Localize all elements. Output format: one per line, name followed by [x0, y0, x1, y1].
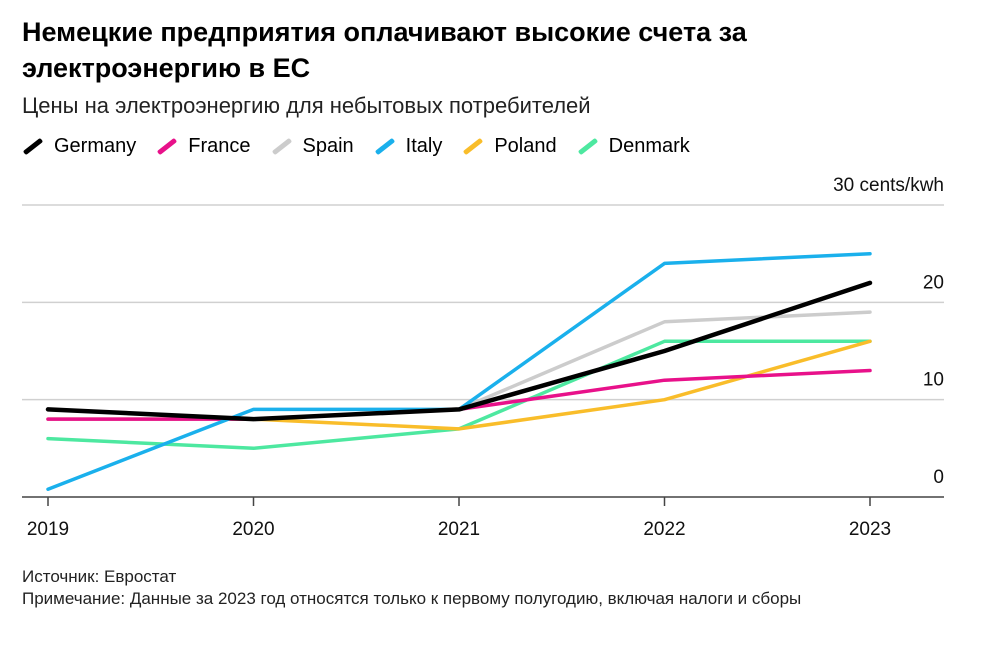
legend-label-italy: Italy — [405, 135, 443, 157]
legend-label-denmark: Denmark — [608, 135, 690, 157]
legend-item-poland: Poland — [462, 135, 557, 158]
series-line-spain — [46, 310, 872, 421]
y-tick-label-20: 20 — [923, 272, 944, 293]
series-line-italy — [46, 251, 872, 491]
series-line-denmark — [46, 339, 872, 451]
legend-label-france: France — [188, 135, 251, 157]
x-tick-label-2020: 2020 — [232, 519, 274, 540]
source-note: Источник: Евростат — [22, 567, 177, 586]
legend-item-italy: Italy — [374, 135, 443, 158]
x-tick-label-2023: 2023 — [849, 519, 891, 540]
chart-footer: Источник: Евростат Примечание: Данные за… — [22, 566, 942, 610]
footnote: Примечание: Данные за 2023 год относятся… — [22, 589, 802, 608]
chart-title: Немецкие предприятия оплачивают высокие … — [22, 17, 747, 83]
legend-label-poland: Poland — [494, 135, 557, 157]
legend-item-denmark: Denmark — [577, 135, 690, 158]
legend-item-germany: Germany — [22, 135, 136, 158]
legend-label-spain: Spain — [302, 135, 354, 157]
legend-label-germany: Germany — [54, 135, 137, 157]
y-tick-label-10: 10 — [923, 370, 944, 391]
series-line-germany — [45, 280, 873, 422]
x-tick-label-2021: 2021 — [438, 519, 480, 540]
legend-item-spain: Spain — [271, 135, 354, 158]
line-chart: 0 10 20 30 cents/kwh 2019 2020 2021 2022 2023 — [22, 175, 944, 540]
y-tick-label-0: 0 — [933, 467, 944, 488]
x-tick-label-2022: 2022 — [643, 519, 685, 540]
y-tick-label-30: 30 cents/kwh — [833, 175, 944, 196]
legend: Germany France Spain Italy Poland Denmark — [22, 135, 710, 158]
chart-subtitle: Цены на электроэнергию для небытовых пот… — [22, 93, 591, 118]
series-line-france — [46, 368, 872, 421]
x-tick-label-2019: 2019 — [27, 519, 69, 540]
legend-item-france: France — [156, 135, 251, 158]
